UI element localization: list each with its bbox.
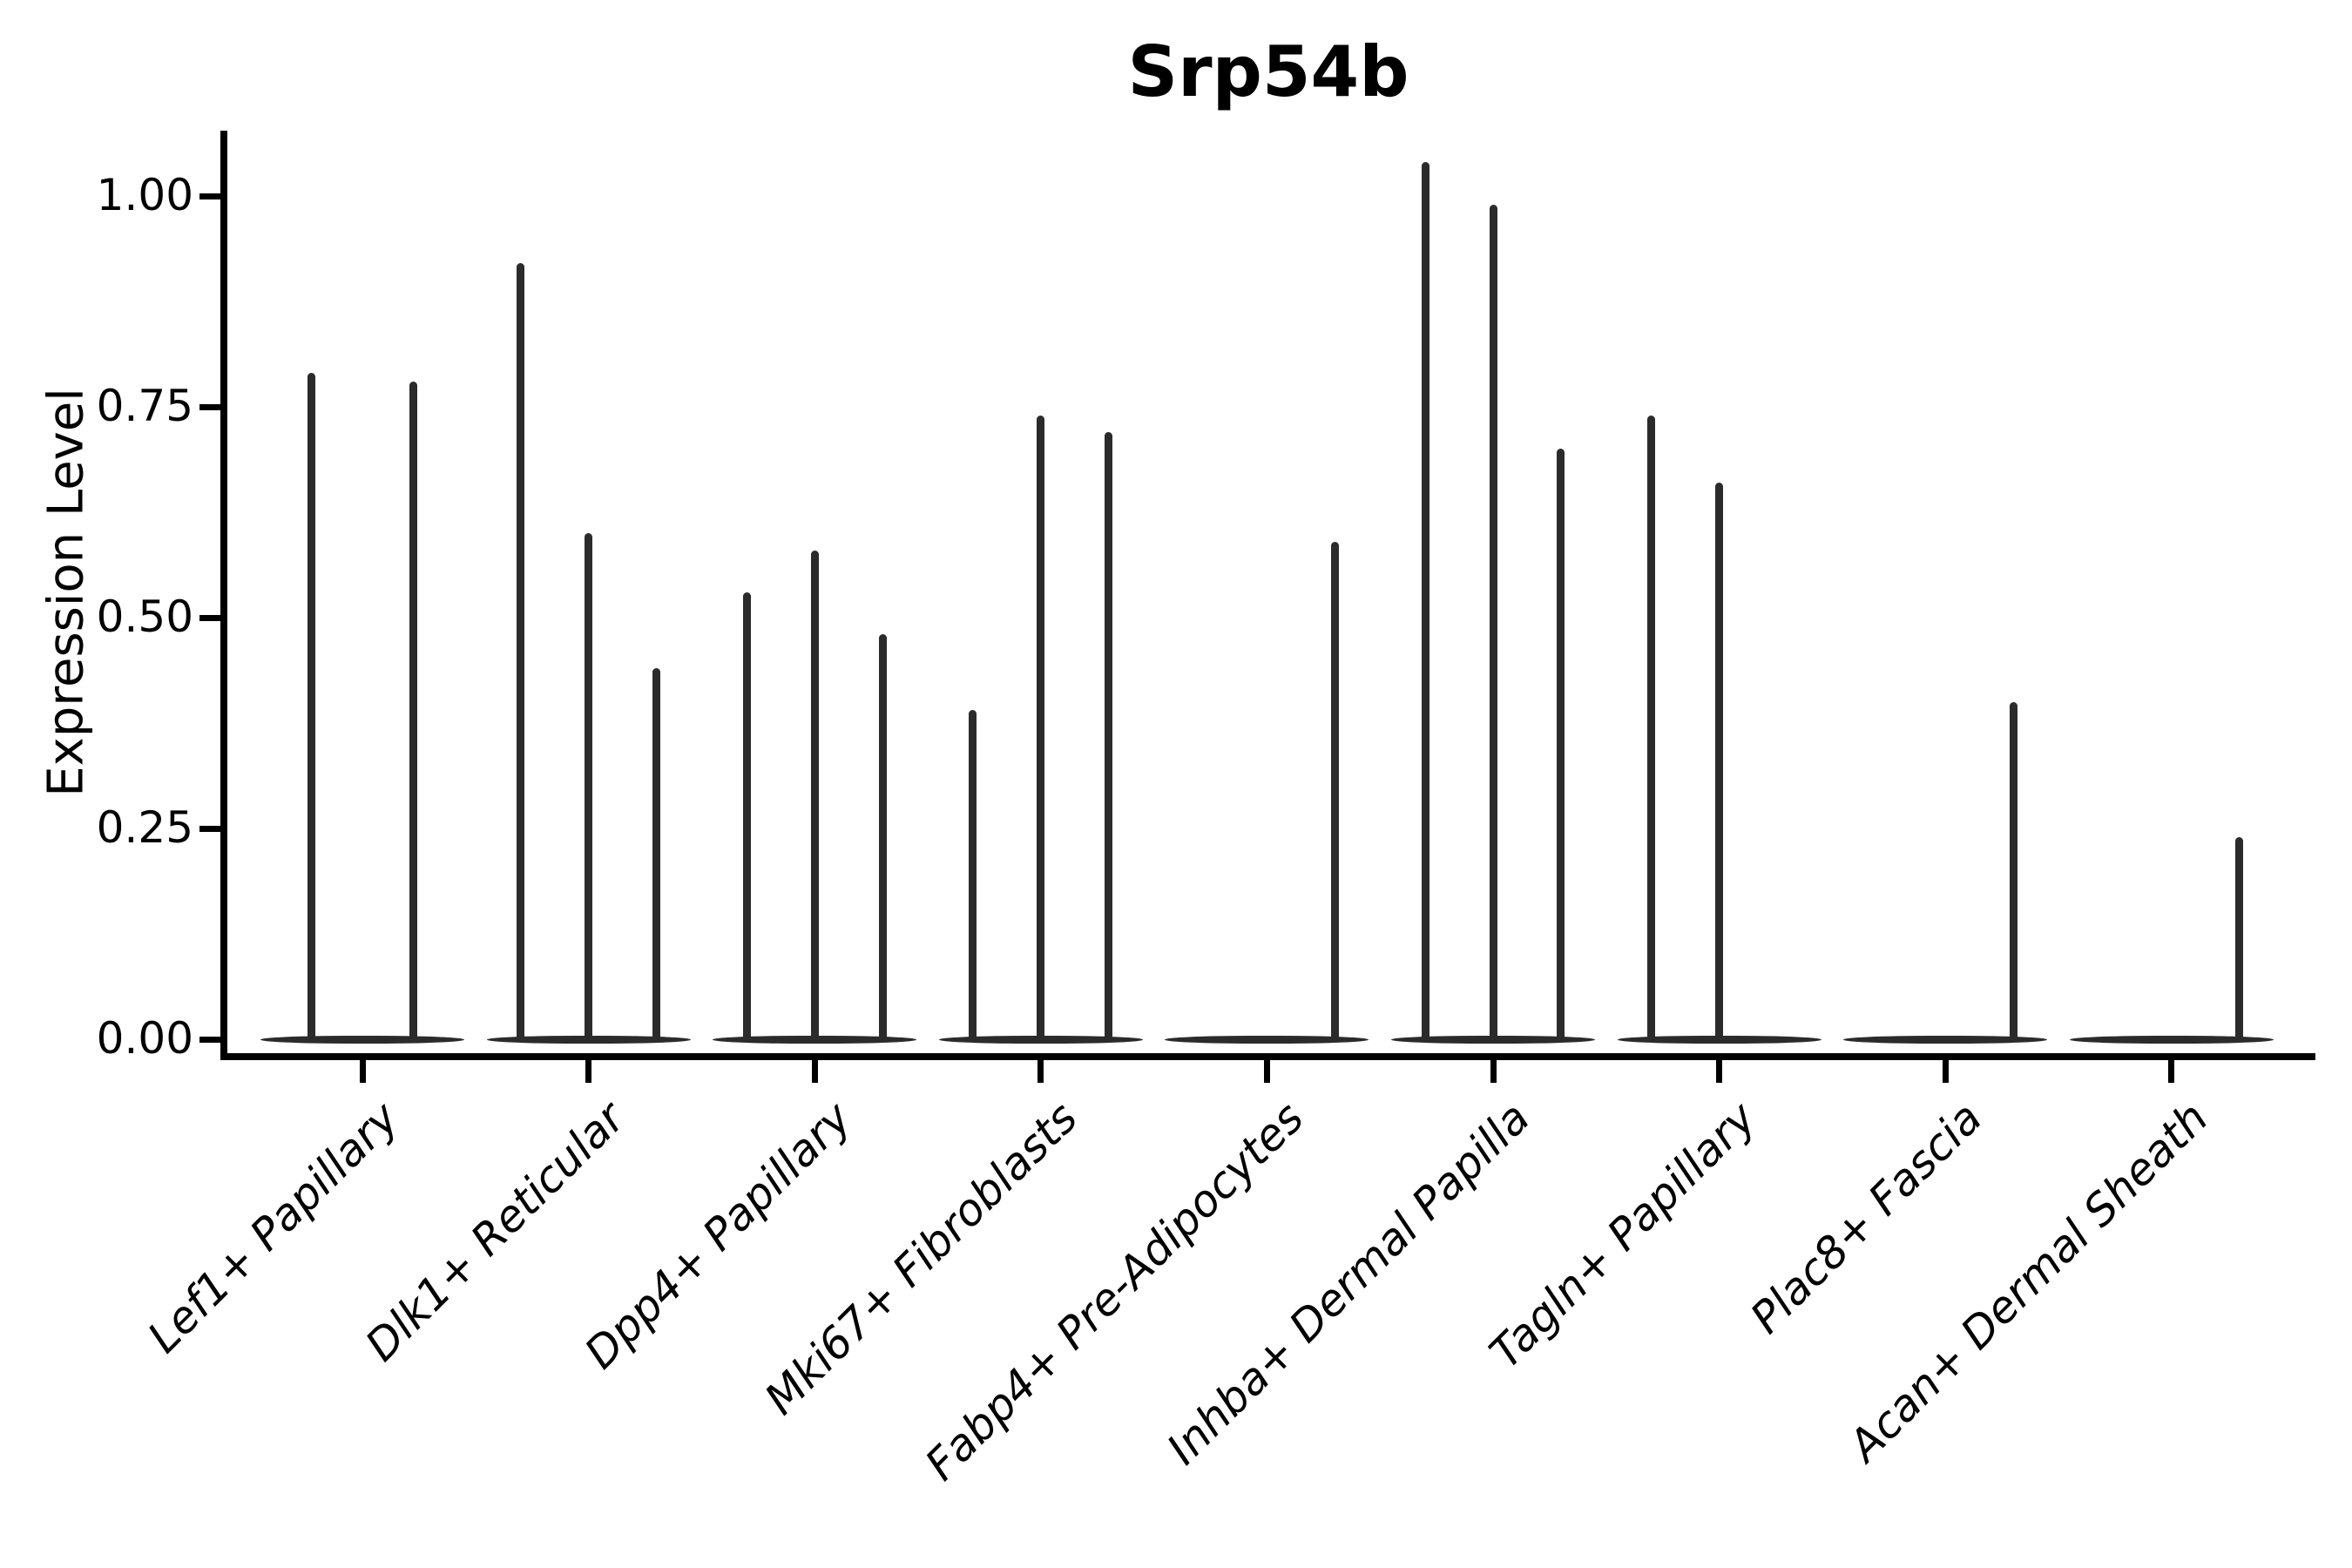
x-tick-mark	[1942, 1060, 1949, 1083]
violin-spike	[1105, 432, 1113, 1042]
violin-spike	[1557, 449, 1565, 1042]
violin-spike	[409, 381, 417, 1042]
violin-spike	[1037, 415, 1045, 1042]
x-axis-category-label-text: Plac8+ Fascia	[1740, 1092, 1992, 1343]
x-axis-category-label-text: Inhba+ Dermal Papilla	[1157, 1092, 1540, 1475]
y-tick-label: 0.00	[96, 1012, 193, 1064]
y-tick-label: 1.00	[96, 169, 193, 220]
violin-spike	[1421, 162, 1429, 1042]
x-axis-category-label-text: Acan+ Dermal Sheath	[1839, 1092, 2218, 1471]
violin-baseline	[260, 1035, 464, 1044]
violin-spike	[2235, 836, 2244, 1042]
y-tick-mark	[199, 614, 220, 621]
x-tick-mark	[1490, 1060, 1497, 1083]
violin-baseline	[1843, 1035, 2048, 1044]
violin-spike	[1489, 204, 1497, 1042]
violin-spike	[2009, 701, 2017, 1042]
x-axis-category-label-text: Fabp4+ Pre-Adipocytes	[915, 1092, 1314, 1490]
violin-spike	[308, 373, 316, 1042]
y-tick-label: 0.75	[96, 380, 193, 431]
violin-spike	[1715, 483, 1724, 1042]
violin-spike	[585, 533, 593, 1042]
y-tick-mark	[199, 825, 220, 832]
violin-baseline	[1165, 1035, 1369, 1044]
violin-spike	[652, 668, 660, 1042]
x-tick-mark	[1716, 1060, 1723, 1083]
chart-title: Srp54b	[1127, 31, 1409, 112]
violin-baseline	[2069, 1035, 2274, 1044]
y-tick-label: 0.50	[96, 591, 193, 642]
violin-spike	[742, 591, 751, 1042]
violin-spike	[878, 634, 887, 1042]
x-tick-mark	[585, 1060, 592, 1083]
violin-spike	[517, 263, 525, 1042]
y-tick-label: 0.25	[96, 801, 193, 853]
y-tick-mark	[199, 1036, 220, 1043]
violin-spike	[969, 710, 977, 1042]
violin-spike	[1647, 415, 1656, 1042]
y-tick-mark	[199, 193, 220, 199]
x-tick-mark	[811, 1060, 818, 1083]
y-axis-spine	[220, 131, 227, 1060]
violin-spike	[810, 550, 819, 1042]
violin-spike	[1330, 541, 1339, 1042]
y-tick-mark	[199, 403, 220, 410]
x-axis-spine	[220, 1053, 2315, 1060]
x-tick-mark	[1037, 1060, 1044, 1083]
x-tick-mark	[2168, 1060, 2175, 1083]
x-tick-mark	[1263, 1060, 1270, 1083]
x-tick-mark	[359, 1060, 366, 1083]
